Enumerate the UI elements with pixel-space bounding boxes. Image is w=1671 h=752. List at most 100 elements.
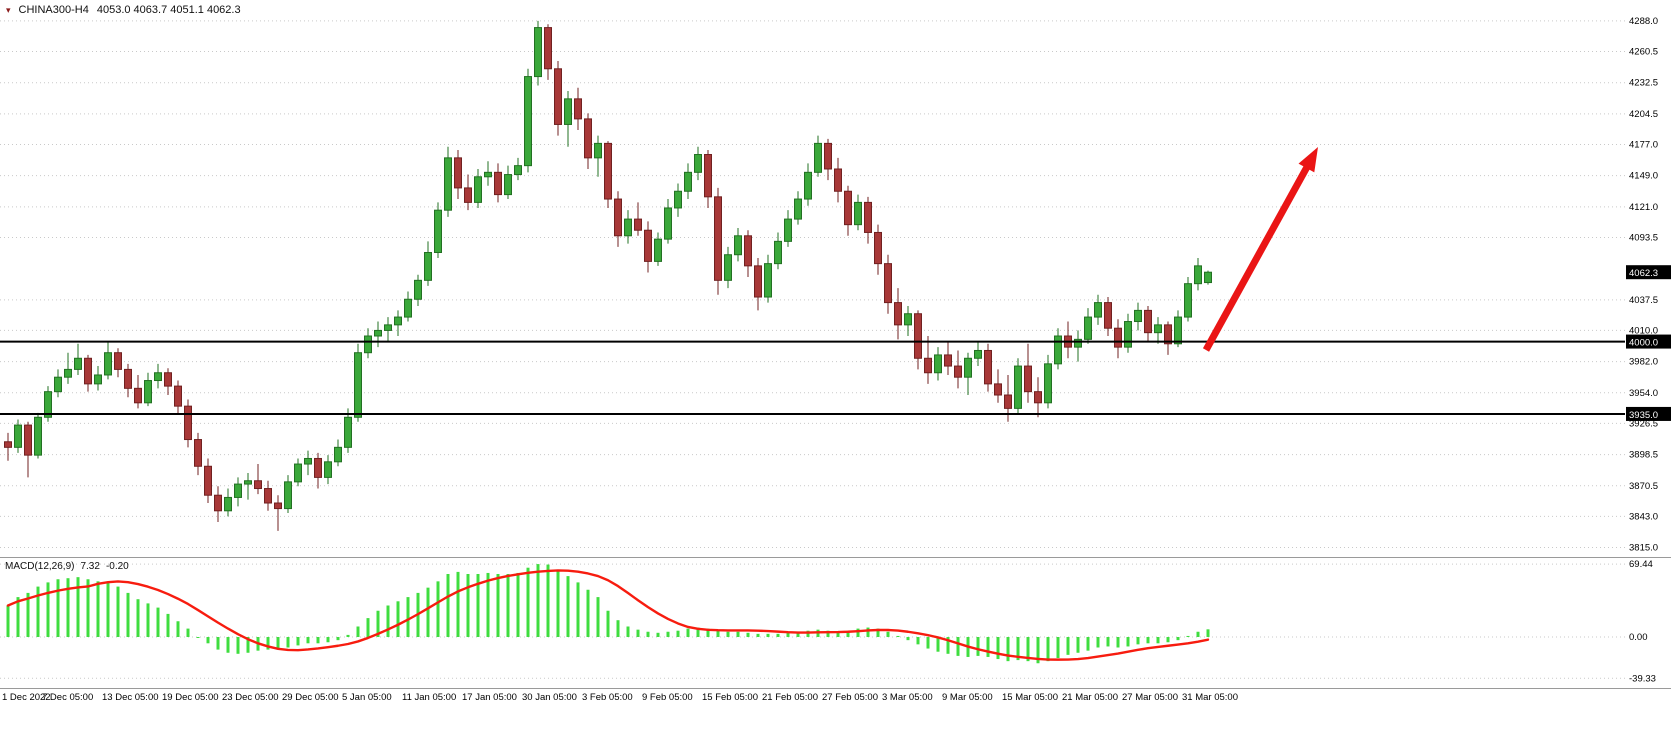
macd-bar [496, 574, 500, 637]
macd-bar [486, 572, 490, 637]
candle-body [974, 349, 982, 359]
candle-body [274, 502, 282, 510]
candle-body [734, 235, 742, 256]
candle-body [314, 457, 322, 478]
trend-arrow-head[interactable] [1298, 147, 1318, 173]
candle-body [534, 27, 542, 78]
candle-body [134, 387, 142, 404]
macd-bar [456, 571, 460, 637]
macd-bar [846, 630, 850, 637]
time-axis-label: 3 Mar 05:00 [882, 692, 933, 703]
price-axis-label[interactable]: 3954.0 [1629, 388, 1658, 399]
price-axis-label[interactable]: 4260.5 [1629, 47, 1658, 58]
price-axis-label[interactable]: 4177.0 [1629, 139, 1658, 150]
candle-body [1024, 365, 1032, 393]
candle-body [464, 187, 472, 203]
price-badge-bg [1626, 406, 1671, 421]
macd-axis-label: -39.33 [1629, 673, 1656, 684]
price-axis-label[interactable]: 3815.0 [1629, 543, 1658, 554]
macd-bar [1186, 635, 1190, 637]
price-badge: 4062.3 [1626, 265, 1671, 280]
macd-bar [346, 634, 350, 637]
macd-bar [756, 633, 760, 637]
candle-body [84, 357, 92, 385]
macd-bar [66, 578, 70, 637]
macd-bar [986, 637, 990, 657]
macd-bar [796, 631, 800, 637]
macd-bar [946, 637, 950, 654]
candle-body [434, 209, 442, 253]
chart-title-bar: ▾ CHINA300-H4 4053.0 4063.7 4051.1 4062.… [6, 4, 241, 16]
macd-bar [156, 607, 160, 637]
price-axis-label[interactable]: 4288.0 [1629, 16, 1658, 27]
macd-bar [376, 610, 380, 637]
macd-bar [926, 637, 930, 649]
price-axis-label[interactable]: 3843.0 [1629, 511, 1658, 522]
macd-bar [1016, 637, 1020, 661]
candle-body [474, 176, 482, 203]
candle-body [984, 349, 992, 385]
trend-arrow-line[interactable] [1202, 161, 1313, 352]
macd-bar [696, 627, 700, 637]
time-axis-label: 27 Mar 05:00 [1122, 692, 1178, 703]
candle-body [944, 354, 952, 367]
candle-body [354, 352, 362, 418]
macd-bar [956, 637, 960, 656]
macd-bar [16, 597, 20, 637]
price-axis-label[interactable]: 4037.5 [1629, 295, 1658, 306]
candle-body [174, 385, 182, 407]
candle-body [194, 439, 202, 467]
price-axis-label[interactable]: 4010.0 [1629, 325, 1658, 336]
macd-bar [936, 637, 940, 652]
price-badge-bg [1626, 334, 1671, 349]
candle-body [114, 352, 122, 370]
macd-bar [506, 574, 510, 637]
candle-body [444, 157, 452, 211]
macd-bar [266, 637, 270, 650]
candle-body [484, 171, 492, 178]
price-axis-label[interactable]: 3926.5 [1629, 418, 1658, 429]
candle-body [224, 496, 232, 512]
price-axis-label[interactable]: 4204.5 [1629, 109, 1658, 120]
macd-bar [636, 629, 640, 637]
macd-bar [1106, 637, 1110, 647]
candle-body [1114, 327, 1122, 348]
macd-bar [316, 637, 320, 644]
candle-body [624, 218, 632, 237]
price-axis-label[interactable]: 4232.5 [1629, 78, 1658, 89]
candle-body [104, 352, 112, 376]
candle-body [44, 391, 52, 418]
macd-bar [196, 637, 200, 638]
macd-bar [426, 587, 430, 637]
macd-bar [746, 632, 750, 637]
candle-body [584, 118, 592, 159]
candle-body [414, 279, 422, 300]
price-axis-label[interactable]: 3898.5 [1629, 450, 1658, 461]
macd-bar [856, 628, 860, 637]
macd-bar [466, 574, 470, 637]
candle-body [954, 365, 962, 378]
time-axis-label: 11 Jan 05:00 [402, 692, 456, 703]
candle-body [544, 27, 552, 70]
candle-body [1174, 316, 1182, 345]
price-axis-label[interactable]: 3870.5 [1629, 481, 1658, 492]
candle-body [324, 461, 332, 478]
price-axis-label[interactable]: 4121.0 [1629, 202, 1658, 213]
time-axis-label: 19 Dec 05:00 [162, 692, 219, 703]
price-axis-label[interactable]: 4093.5 [1629, 232, 1658, 243]
candle-body [564, 98, 572, 125]
time-axis-label: 7 Dec 05:00 [42, 692, 93, 703]
macd-bar [306, 637, 310, 644]
candle-body [504, 174, 512, 196]
macd-bar [716, 630, 720, 637]
price-axis-label[interactable]: 3982.0 [1629, 357, 1658, 368]
candle-body [494, 171, 502, 196]
candle-body [684, 171, 692, 192]
price-axis-label[interactable]: 4149.0 [1629, 171, 1658, 182]
candle-body [804, 171, 812, 200]
candle-body [1204, 271, 1212, 284]
candle-body [294, 463, 302, 483]
